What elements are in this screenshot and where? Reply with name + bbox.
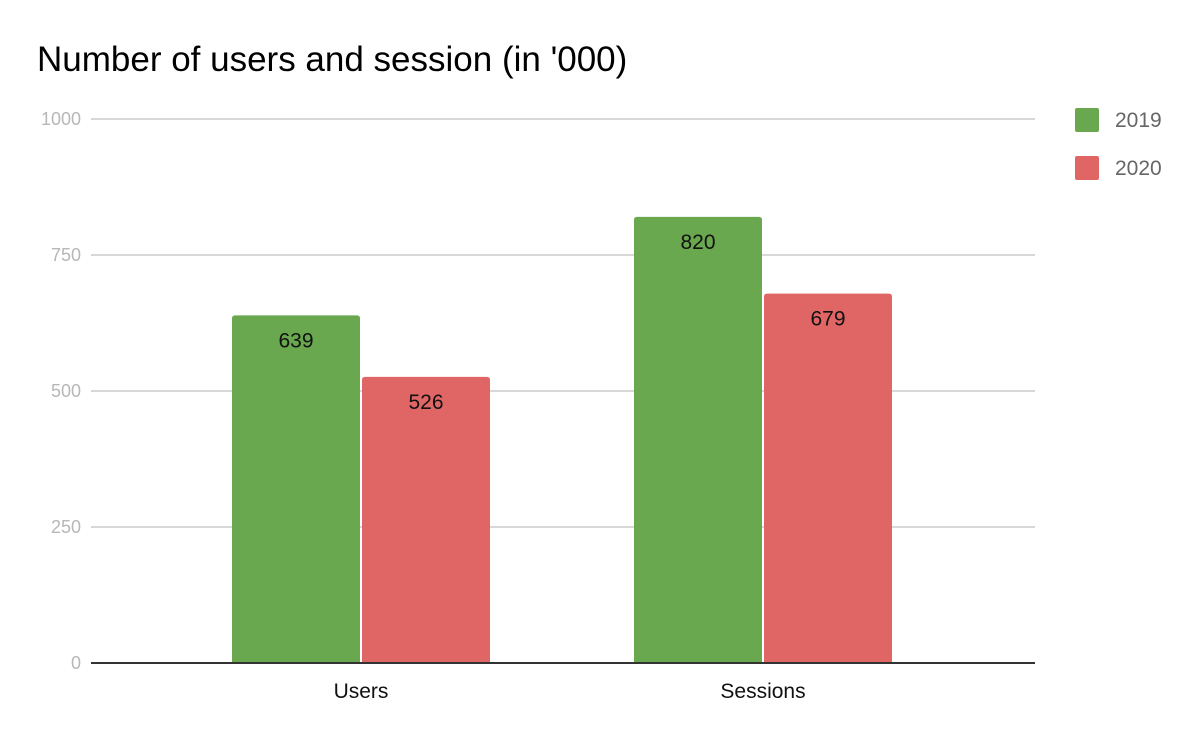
data-label: 820 [680,231,715,254]
legend-label: 2020 [1115,157,1162,180]
y-tick-label: 1000 [41,109,81,129]
legend-label: 2019 [1115,109,1162,132]
y-tick-label: 500 [51,381,81,401]
y-axis-ticks: 0 250 500 750 1000 [41,109,81,673]
x-axis-ticks: Users Sessions [334,680,806,703]
x-tick-label: Sessions [720,680,805,703]
data-label: 526 [408,391,443,414]
data-label: 679 [810,308,845,331]
chart-title: Number of users and session (in '000) [37,40,627,79]
data-labels: 639 526 820 679 [278,231,845,414]
bar-sessions-2020 [764,293,892,663]
data-label: 639 [278,329,313,352]
bar-users-2019 [232,315,360,663]
y-tick-label: 250 [51,517,81,537]
y-tick-label: 0 [71,653,81,673]
legend-swatch [1075,156,1099,180]
legend: 2019 2020 [1075,108,1162,180]
bar-sessions-2019 [634,216,762,664]
x-tick-label: Users [334,680,389,703]
y-tick-label: 750 [51,245,81,265]
legend-swatch [1075,108,1099,132]
bars [232,216,892,664]
bar-users-2020 [362,376,490,663]
